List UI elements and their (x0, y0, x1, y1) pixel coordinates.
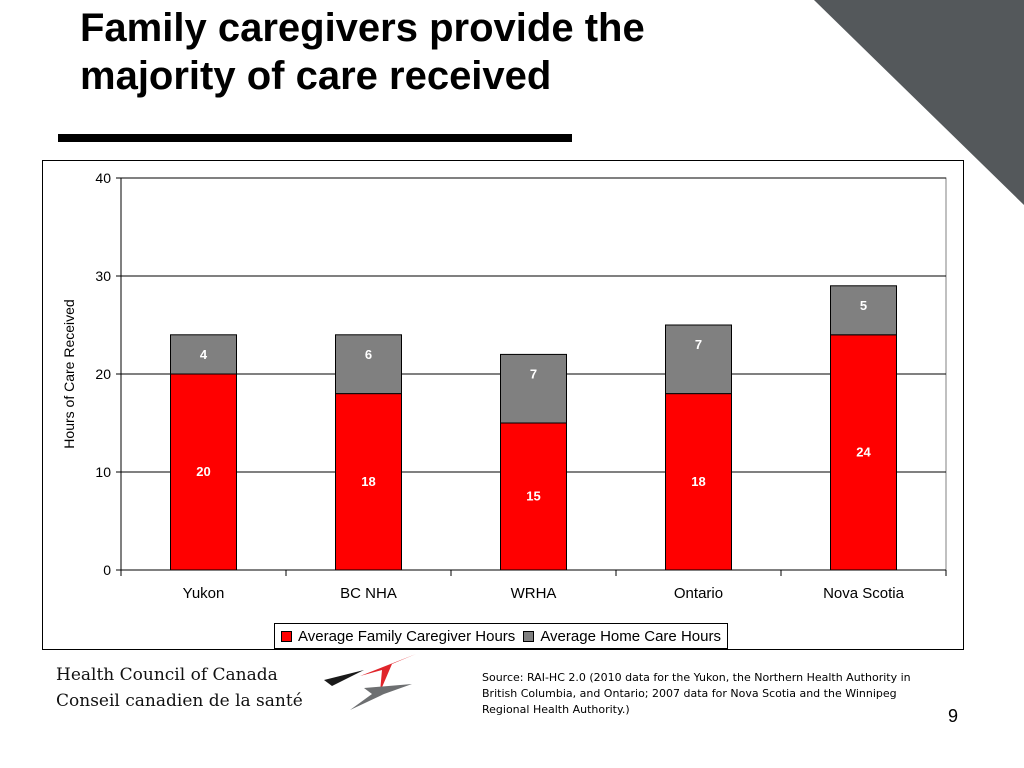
organization-name-en: Health Council of Canada (56, 665, 278, 685)
logo-black-bird (324, 670, 364, 686)
bar-value-label: 24 (856, 444, 871, 459)
bar-home-care (830, 285, 897, 336)
slide-title: Family caregivers provide the majority o… (80, 6, 645, 98)
x-tick-label: Ontario (674, 585, 723, 602)
bar-family-caregiver (335, 393, 402, 571)
bar-family-caregiver (500, 422, 567, 571)
bar-family-caregiver (830, 334, 897, 571)
bar-home-care (170, 334, 237, 375)
bar-value-label: 7 (530, 366, 537, 381)
y-axis-title: Hours of Care Received (61, 299, 77, 448)
health-council-logo (324, 654, 416, 710)
chart-legend: Average Family Caregiver Hours Average Ho… (274, 623, 728, 649)
bar-value-label: 6 (365, 347, 372, 362)
y-tick-label: 20 (95, 366, 111, 382)
y-tick-label: 10 (95, 464, 111, 480)
bar-value-label: 20 (196, 464, 210, 479)
bar-value-label: 7 (695, 337, 702, 352)
bar-family-caregiver (170, 373, 237, 571)
y-tick-label: 40 (95, 170, 111, 186)
bar-home-care (335, 334, 402, 395)
x-tick-label: WRHA (511, 585, 557, 602)
logo-gray-bird (350, 684, 412, 710)
page-number: 9 (948, 706, 959, 726)
legend-swatch (281, 630, 292, 642)
legend-swatch (523, 630, 535, 642)
organization-name: Health Council of Canada Conseil canadie… (56, 662, 303, 714)
legend-label: Average Family Caregiver Hours (298, 627, 516, 645)
bar-value-label: 15 (526, 489, 540, 504)
logo-red-bird (360, 654, 416, 692)
x-tick-label: Nova Scotia (823, 585, 905, 602)
corner-decoration (814, 0, 1024, 205)
legend-item: Average Family Caregiver Hours (281, 628, 515, 645)
y-tick-label: 0 (103, 562, 111, 578)
title-underline (58, 134, 572, 142)
x-tick-label: BC NHA (340, 585, 397, 602)
bar-value-label: 5 (860, 298, 867, 313)
bar-value-label: 18 (361, 474, 375, 489)
bar-family-caregiver (665, 393, 732, 571)
organization-name-fr: Conseil canadien de la santé (56, 691, 303, 711)
source-note: Source: RAI-HC 2.0 (2010 data for the Yu… (482, 671, 911, 716)
bar-value-label: 4 (200, 347, 208, 362)
legend-item: Average Home Care Hours (523, 628, 721, 645)
stacked-bar-chart: 0 10 20 30 40 Hours of Care Received 20 4 Yukon 1… (61, 170, 947, 602)
legend-label: Average Home Care Hours (540, 627, 721, 645)
y-tick-label: 30 (95, 268, 111, 284)
bar-value-label: 18 (691, 474, 705, 489)
chart-frame: 0 10 20 30 40 Hours of Care Received 20 4 Yukon 1… (42, 160, 964, 650)
bar-home-care (500, 353, 567, 424)
x-tick-label: Yukon (183, 585, 225, 602)
bar-home-care (665, 324, 732, 395)
corner-triangle (814, 0, 1024, 205)
